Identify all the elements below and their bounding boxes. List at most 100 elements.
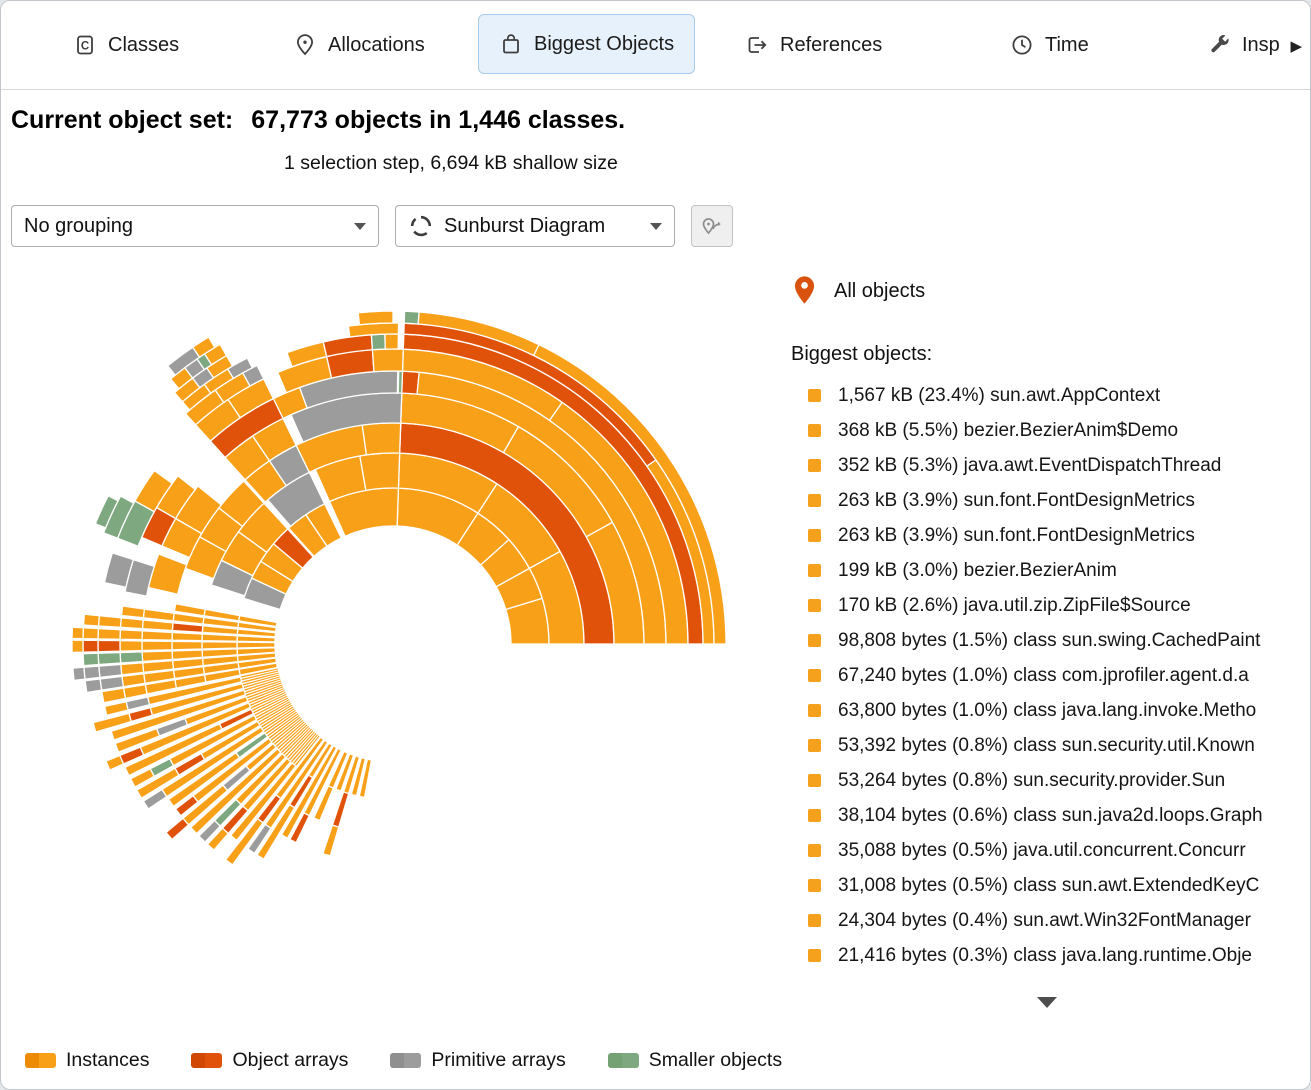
sunburst-segment[interactable]	[268, 715, 300, 739]
sunburst-segment[interactable]	[226, 357, 254, 380]
grouping-dropdown[interactable]: No grouping	[11, 205, 379, 247]
sunburst-segment[interactable]	[141, 650, 174, 663]
sunburst-segment[interactable]	[312, 785, 335, 822]
sunburst-segment[interactable]	[120, 605, 146, 619]
sunburst-segment[interactable]	[246, 684, 283, 699]
view-type-dropdown[interactable]: Sunburst Diagram	[395, 205, 675, 247]
sunburst-segment[interactable]	[273, 719, 304, 746]
sunburst-segment[interactable]	[265, 711, 297, 735]
list-item[interactable]: 263 kB (3.9%) sun.font.FontDesignMetrics	[791, 483, 1310, 518]
sunburst-segment[interactable]	[119, 617, 144, 630]
list-item[interactable]: 24,304 bytes (0.4%) sun.awt.Win32FontMan…	[791, 903, 1310, 938]
sunburst-segment[interactable]	[97, 615, 122, 629]
sunburst-segment[interactable]	[244, 680, 282, 694]
sunburst-segment[interactable]	[229, 762, 297, 842]
list-item[interactable]: 1,567 kB (23.4%) sun.awt.AppContext	[791, 378, 1310, 413]
sunburst-segment[interactable]	[263, 709, 296, 733]
sunburst-segment[interactable]	[284, 728, 312, 758]
sunburst-segment[interactable]	[288, 731, 315, 761]
sunburst-segment[interactable]	[270, 716, 301, 742]
sunburst-segment[interactable]	[286, 730, 314, 760]
sunburst-segment[interactable]	[256, 701, 291, 721]
list-item[interactable]: 199 kB (3.0%) bezier.BezierAnim	[791, 553, 1310, 588]
list-item[interactable]: 98,808 bytes (1.5%) class sun.swing.Cach…	[791, 623, 1310, 658]
sunburst-segment[interactable]	[71, 639, 84, 654]
sunburst-segment[interactable]	[94, 494, 119, 529]
sunburst-segment[interactable]	[82, 627, 100, 640]
sunburst-segment[interactable]	[171, 649, 204, 661]
sunburst-segment[interactable]	[350, 756, 367, 797]
sunburst-segment[interactable]	[98, 663, 123, 679]
sunburst-segment[interactable]	[114, 727, 161, 753]
sunburst-segment[interactable]	[403, 310, 420, 325]
sunburst-segment[interactable]	[260, 706, 294, 728]
sunburst-segment[interactable]	[134, 469, 174, 513]
sunburst-segment[interactable]	[252, 695, 288, 714]
sunburst-segment[interactable]	[141, 619, 174, 632]
sunburst-segment[interactable]	[72, 666, 86, 682]
sunburst-segment[interactable]	[292, 734, 318, 765]
sunburst-segment[interactable]	[289, 812, 311, 844]
sunburst-segment[interactable]	[255, 699, 290, 719]
sunburst-segment[interactable]	[97, 627, 122, 640]
sunburst-segment[interactable]	[532, 343, 727, 645]
sunburst-segment[interactable]	[141, 630, 173, 641]
sunburst-segment[interactable]	[71, 626, 85, 640]
sunburst-segment[interactable]	[142, 608, 175, 622]
sunburst-segment[interactable]	[277, 722, 306, 750]
sunburst-segment[interactable]	[384, 333, 400, 350]
sunburst-segment[interactable]	[278, 724, 308, 752]
list-item[interactable]: 53,264 bytes (0.8%) sun.security.provide…	[791, 763, 1310, 798]
sunburst-segment[interactable]	[370, 333, 386, 351]
sunburst-segment[interactable]	[103, 700, 129, 717]
list-item[interactable]: 170 kB (2.6%) java.util.zip.ZipFile$Sour…	[791, 588, 1310, 623]
sunburst-segment[interactable]	[119, 640, 143, 652]
tab-biggest-objects[interactable]: Biggest Objects	[478, 14, 696, 74]
sunburst-chart[interactable]	[1, 253, 781, 873]
sunburst-segment[interactable]	[282, 727, 311, 756]
sunburst-segment[interactable]	[294, 735, 320, 767]
sunburst-segment[interactable]	[110, 689, 247, 741]
sunburst-segment[interactable]	[359, 452, 401, 492]
sunburst-segment[interactable]	[322, 824, 340, 857]
sunburst-segment[interactable]	[371, 348, 404, 373]
sunburst-segment[interactable]	[171, 631, 203, 642]
list-item[interactable]: 368 kB (5.5%) bezier.BezierAnim$Demo	[791, 413, 1310, 448]
sunburst-segment[interactable]	[290, 733, 317, 763]
tab-overflow-arrow-icon[interactable]: ▶	[1290, 38, 1302, 55]
sunburst-segment[interactable]	[189, 747, 282, 835]
sunburst-segment[interactable]	[358, 758, 373, 799]
sunburst-segment[interactable]	[97, 651, 122, 666]
sunburst-segment[interactable]	[266, 713, 299, 737]
sunburst-segment[interactable]	[241, 672, 279, 684]
sunburst-segment[interactable]	[271, 718, 302, 744]
sunburst-segment[interactable]	[241, 670, 279, 681]
list-item[interactable]: 263 kB (3.9%) sun.font.FontDesignMetrics	[791, 518, 1310, 553]
list-item[interactable]: 31,008 bytes (0.5%) class sun.awt.Extend…	[791, 868, 1310, 903]
sunburst-segment[interactable]	[275, 721, 305, 748]
sunburst-segment[interactable]	[119, 629, 144, 641]
sunburst-segment[interactable]	[243, 676, 280, 689]
add-selection-step-button[interactable]	[691, 205, 733, 247]
tab-insp[interactable]: Insp	[1207, 1, 1280, 89]
sunburst-segment[interactable]	[191, 336, 216, 359]
list-item[interactable]: 63,800 bytes (1.0%) class java.lang.invo…	[791, 693, 1310, 728]
sunburst-segment[interactable]	[82, 639, 99, 653]
list-item[interactable]: 53,392 bytes (0.8%) class sun.security.u…	[791, 728, 1310, 763]
sunburst-segment[interactable]	[401, 370, 420, 395]
sunburst-segment[interactable]	[125, 696, 151, 711]
sunburst-segment[interactable]	[84, 678, 103, 694]
sunburst-segment[interactable]	[167, 751, 241, 808]
sunburst-segment[interactable]	[174, 794, 199, 817]
tab-time[interactable]: Time	[1010, 1, 1089, 89]
sunburst-segment[interactable]	[251, 693, 287, 712]
sunburst-segment[interactable]	[129, 767, 156, 788]
sunburst-segment[interactable]	[198, 819, 222, 843]
sunburst-segment[interactable]	[247, 823, 272, 855]
sunburst-segment[interactable]	[201, 641, 238, 650]
sunburst-segment[interactable]	[262, 708, 295, 731]
sunburst-segment[interactable]	[83, 665, 101, 680]
sunburst-segment[interactable]	[243, 678, 281, 691]
sunburst-segment[interactable]	[224, 817, 265, 866]
sunburst-segment[interactable]	[357, 310, 394, 326]
